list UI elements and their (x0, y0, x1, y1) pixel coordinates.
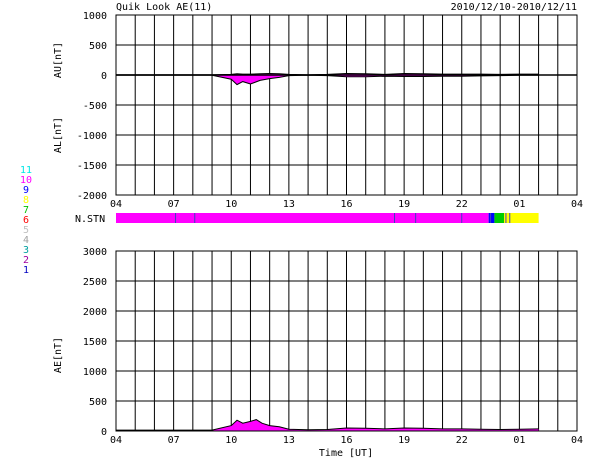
station-count-label: 1 (23, 265, 29, 276)
x-tick-label: 04 (571, 199, 583, 210)
al-axis-label: AL[nT] (53, 117, 64, 153)
y-tick-label: -500 (83, 101, 107, 112)
x-tick-label: 19 (398, 435, 410, 446)
x-tick-label: 07 (168, 435, 180, 446)
x-tick-label: 22 (456, 199, 468, 210)
au-al-panel: 1000 500 0 -500 -1000 -1500 -2000 04 07 10 13 16 19… (53, 11, 583, 210)
x-tick-label: 16 (340, 199, 352, 210)
y-tick-label: -1500 (77, 161, 107, 172)
x-tick-label: 04 (110, 435, 122, 446)
ae-series-line (116, 419, 539, 431)
ae-panel: 3000 2500 2000 1500 1000 500 0 04 07 10 13 16 19 22 0… (53, 247, 583, 459)
chart-title: Quik Look AE(11) (116, 2, 212, 13)
nstn-segment (116, 213, 489, 223)
y-tick-label: 3000 (83, 247, 107, 258)
nstn-label: N.STN (75, 214, 105, 225)
nstn-segment (504, 213, 539, 223)
x-tick-label: 10 (225, 435, 237, 446)
station-count-label: 2 (23, 255, 29, 266)
y-tick-label: 2000 (83, 307, 107, 318)
x-tick-label: 07 (168, 199, 180, 210)
date-range: 2010/12/10-2010/12/11 (451, 2, 577, 13)
station-count-label: 7 (23, 205, 29, 216)
y-tick-label: -2000 (77, 191, 107, 202)
nstn-segment (494, 213, 505, 223)
x-tick-label: 10 (225, 199, 237, 210)
station-count-label: 8 (23, 195, 29, 206)
y-tick-label: 1000 (83, 367, 107, 378)
y-tick-label: 0 (101, 71, 107, 82)
station-count-label: 11 (20, 165, 32, 176)
station-count-label: 6 (23, 215, 29, 226)
y-tick-label: 500 (89, 397, 107, 408)
x-axis-title: Time [UT] (319, 448, 373, 459)
au-al-frame (115, 14, 578, 196)
y-tick-label: -1000 (77, 131, 107, 142)
station-count-label: 4 (23, 235, 29, 246)
y-tick-label: 2500 (83, 277, 107, 288)
ae-axis-label: AE[nT] (53, 337, 64, 373)
x-tick-label: 01 (513, 199, 525, 210)
x-tick-label: 01 (513, 435, 525, 446)
y-tick-label: 0 (101, 427, 107, 438)
x-tick-label: 16 (340, 435, 352, 446)
y-tick-label: 1500 (83, 337, 107, 348)
x-tick-label: 19 (398, 199, 410, 210)
nstn-bar: N.STN (75, 213, 539, 225)
station-count-label: 3 (23, 245, 29, 256)
nstn-segment (488, 213, 495, 223)
y-tick-label: 1000 (83, 11, 107, 22)
x-tick-label: 04 (110, 199, 122, 210)
x-tick-label: 13 (283, 435, 295, 446)
x-tick-label: 13 (283, 199, 295, 210)
ae-frame (115, 250, 578, 432)
au-axis-label: AU[nT] (53, 42, 64, 78)
station-count-label: 10 (20, 175, 32, 186)
station-count-label: 5 (23, 225, 29, 236)
y-tick-label: 500 (89, 41, 107, 52)
x-tick-label: 22 (456, 435, 468, 446)
station-count-label: 9 (23, 185, 29, 196)
x-tick-label: 04 (571, 435, 583, 446)
